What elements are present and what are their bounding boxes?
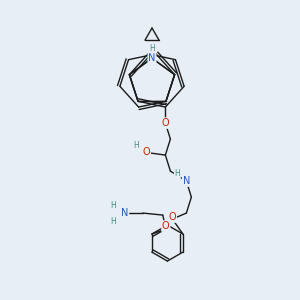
Text: H: H	[134, 141, 139, 150]
Text: H: H	[175, 169, 180, 178]
Text: O: O	[162, 118, 169, 128]
Text: O: O	[169, 212, 176, 222]
Text: N: N	[121, 208, 128, 218]
Text: O: O	[142, 147, 150, 157]
Text: H: H	[149, 44, 155, 53]
Text: H: H	[110, 201, 116, 210]
Text: N: N	[148, 53, 156, 63]
Text: O: O	[162, 221, 169, 231]
Text: N: N	[183, 176, 190, 186]
Text: H: H	[110, 217, 116, 226]
